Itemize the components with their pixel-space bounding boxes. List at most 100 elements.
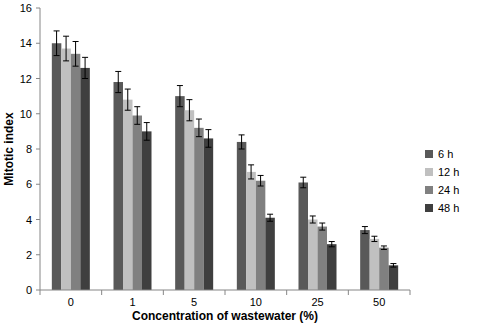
y-tick <box>36 43 40 44</box>
legend-label: 6 h <box>438 148 453 160</box>
bar <box>360 230 370 290</box>
error-cap <box>267 214 273 215</box>
bar <box>318 227 328 290</box>
legend: 6 h12 h24 h48 h <box>425 148 459 214</box>
error-cap <box>319 230 325 231</box>
error-cap <box>82 57 88 58</box>
error-cap <box>125 110 131 111</box>
error-cap <box>54 30 60 31</box>
error-cap <box>73 66 79 67</box>
error-stem <box>118 71 119 92</box>
error-bar <box>239 135 245 149</box>
error-cap <box>248 178 254 179</box>
legend-swatch <box>425 204 433 212</box>
error-stem <box>251 165 252 179</box>
error-cap <box>82 78 88 79</box>
legend-swatch <box>425 186 433 194</box>
error-cap <box>205 129 211 130</box>
bar <box>370 239 380 290</box>
y-tick-label: 6 <box>26 178 32 190</box>
y-tick-label: 10 <box>20 108 32 120</box>
error-bar <box>63 36 69 61</box>
error-stem <box>331 242 332 247</box>
y-tick-label: 16 <box>20 2 32 14</box>
error-bar <box>381 246 387 250</box>
error-cap <box>248 164 254 165</box>
error-cap <box>390 267 396 268</box>
x-tick <box>101 290 102 295</box>
error-cap <box>371 241 377 242</box>
y-tick <box>36 149 40 150</box>
x-tick <box>225 290 226 295</box>
error-stem <box>208 130 209 148</box>
error-cap <box>239 149 245 150</box>
bar <box>175 96 185 290</box>
error-cap <box>125 89 131 90</box>
bar <box>256 181 265 290</box>
error-cap <box>362 226 368 227</box>
error-bar <box>177 86 183 107</box>
error-cap <box>239 134 245 135</box>
error-cap <box>196 136 202 137</box>
error-bar <box>196 119 202 137</box>
x-axis-label: Concentration of wastewater (%) <box>132 309 318 323</box>
bar <box>246 172 256 290</box>
error-bar <box>54 31 60 56</box>
y-tick-label: 8 <box>26 143 32 155</box>
bar <box>194 128 204 290</box>
error-stem <box>303 177 304 188</box>
bar <box>308 220 318 291</box>
error-cap <box>329 241 335 242</box>
error-cap <box>371 236 377 237</box>
error-cap <box>310 215 316 216</box>
error-stem <box>189 100 190 121</box>
error-bar <box>310 216 316 223</box>
y-tick <box>36 113 40 114</box>
error-bar <box>300 177 306 188</box>
error-cap <box>186 120 192 121</box>
error-stem <box>66 36 67 61</box>
x-tick-label: 0 <box>68 296 74 308</box>
error-bar <box>329 242 335 247</box>
error-cap <box>205 147 211 148</box>
error-bar <box>115 71 121 92</box>
y-tick <box>36 184 40 185</box>
error-bar <box>258 175 264 186</box>
error-cap <box>177 106 183 107</box>
error-cap <box>144 122 150 123</box>
x-tick-label: 50 <box>373 296 385 308</box>
bar <box>123 100 133 290</box>
error-cap <box>258 186 264 187</box>
y-tick-label: 12 <box>20 73 32 85</box>
error-cap <box>177 85 183 86</box>
error-bar <box>390 264 396 268</box>
error-stem <box>312 216 313 223</box>
error-cap <box>390 263 396 264</box>
bar <box>133 116 143 290</box>
error-stem <box>241 135 242 149</box>
error-bar <box>205 130 211 148</box>
error-stem <box>137 107 138 125</box>
error-bar <box>267 214 273 221</box>
y-tick <box>36 254 40 255</box>
y-tick <box>36 219 40 220</box>
error-stem <box>85 57 86 78</box>
bar <box>80 68 90 290</box>
error-cap <box>362 233 368 234</box>
error-stem <box>270 214 271 221</box>
x-tick-label: 10 <box>250 296 262 308</box>
error-cap <box>381 245 387 246</box>
bar <box>265 218 275 290</box>
y-tick-label: 0 <box>26 284 32 296</box>
legend-label: 24 h <box>438 184 459 196</box>
bar <box>237 142 247 290</box>
bar <box>142 131 152 290</box>
error-cap <box>196 119 202 120</box>
error-cap <box>134 106 140 107</box>
error-stem <box>260 175 261 186</box>
error-cap <box>381 249 387 250</box>
error-bar <box>82 57 88 78</box>
legend-swatch <box>425 168 433 176</box>
y-tick-label: 2 <box>26 249 32 261</box>
error-cap <box>54 55 60 56</box>
